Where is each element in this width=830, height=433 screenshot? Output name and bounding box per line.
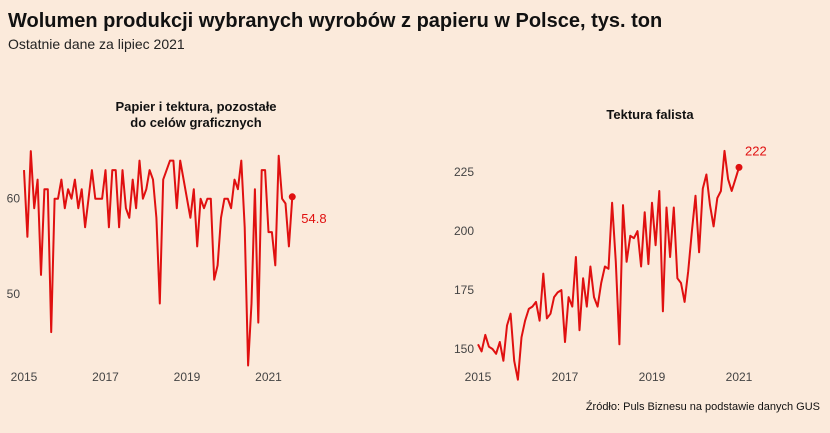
chart-right-series-line [477, 149, 740, 381]
left-x-tick-label: 2017 [92, 370, 119, 384]
page-subtitle: Ostatnie dane za lipiec 2021 [8, 36, 185, 52]
chart-left-x-axis: 2015 2017 2019 2021 [11, 370, 283, 384]
right-x-tick-label: 2015 [465, 370, 492, 384]
right-x-tick-label: 2017 [552, 370, 579, 384]
chart-left-last-label: 54.8 [301, 211, 326, 226]
chart-right-last-point [735, 163, 743, 171]
chart-left-series-line [23, 150, 294, 367]
chart-right-x-axis: 2015 2017 2019 2021 [465, 370, 753, 384]
right-x-tick-label: 2019 [639, 370, 666, 384]
right-y-tick-label: 200 [454, 224, 474, 238]
chart-left-title-line2: do celów graficznych [130, 115, 262, 130]
left-y-tick-label: 50 [7, 287, 21, 301]
chart-left-title-line1: Papier i tektura, pozostałe [115, 99, 276, 114]
source-note: Źródło: Puls Biznesu na podstawie danych… [585, 401, 820, 413]
chart-right-last-label: 222 [745, 143, 767, 158]
right-y-tick-label: 175 [454, 283, 474, 297]
chart-right-y-axis: 150 175 200 225 [454, 165, 474, 356]
chart-left: Papier i tektura, pozostałe do celów gra… [7, 99, 327, 384]
right-y-tick-label: 150 [454, 342, 474, 356]
chart-left-last-point [288, 193, 296, 201]
left-x-tick-label: 2015 [11, 370, 38, 384]
left-y-tick-label: 60 [7, 192, 21, 206]
right-y-tick-label: 225 [454, 165, 474, 179]
left-x-tick-label: 2021 [255, 370, 282, 384]
chart-right-title: Tektura falista [606, 107, 694, 122]
left-x-tick-label: 2019 [174, 370, 201, 384]
chart-left-y-axis: 50 60 [7, 192, 21, 301]
page-title: Wolumen produkcji wybranych wyrobów z pa… [8, 10, 663, 32]
right-x-tick-label: 2021 [726, 370, 753, 384]
